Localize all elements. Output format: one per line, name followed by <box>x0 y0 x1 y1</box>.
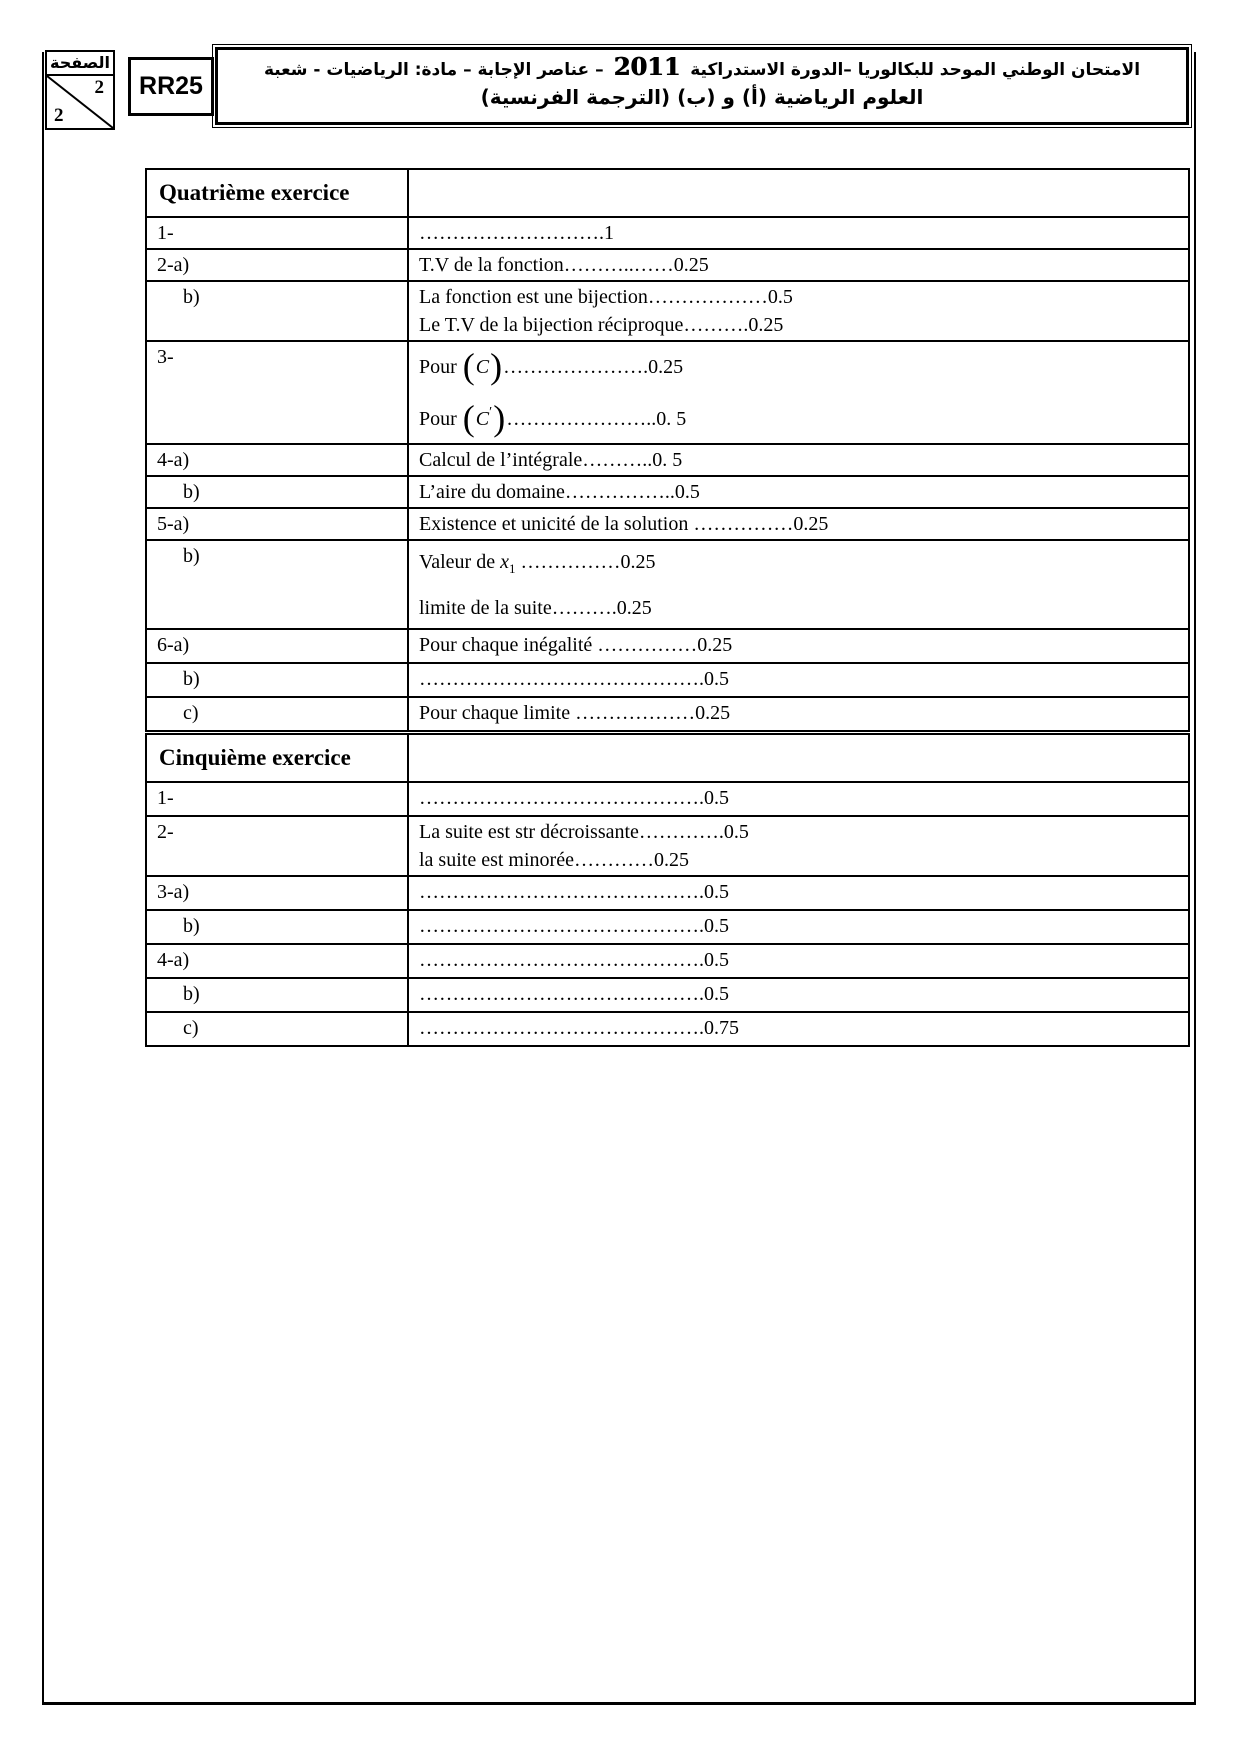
row-text: …………………………………….0.5 <box>419 949 729 971</box>
row-label: 4-a) <box>145 443 409 477</box>
table-row: 1- …………………………………….0.5 <box>145 781 1190 817</box>
row-label: b) <box>145 539 409 630</box>
row-text: …………………………………….0.5 <box>419 881 729 903</box>
prime-mark: ′ <box>489 405 493 420</box>
math-symbol: C <box>475 356 490 378</box>
page-number-grid: 2 2 <box>47 76 113 128</box>
table-title-empty-cell <box>407 733 1190 783</box>
table-row: 4-a) Calcul de l’intégrale………..0. 5 <box>145 443 1190 477</box>
row-text: Pour chaque limite ………………0.25 <box>419 702 731 724</box>
exam-header-line2: العلوم الرياضية (أ) و (ب) (الترجمة الفرن… <box>480 85 924 109</box>
table-row: b) L’aire du domaine……………..0.5 <box>145 475 1190 509</box>
row-text: L’aire du domaine……………..0.5 <box>419 481 700 503</box>
page-total: 2 <box>54 105 64 126</box>
row-label: b) <box>145 977 409 1013</box>
page-number-title: الصفحة <box>47 52 113 76</box>
table-row: 6-a) Pour chaque inégalité ……………0.25 <box>145 628 1190 664</box>
row-label: b) <box>145 280 409 342</box>
row-formula-text: Valeur de x1 ……………0.25 <box>419 551 656 576</box>
table-row: b) …………………………………….0.5 <box>145 662 1190 698</box>
row-label: b) <box>145 475 409 509</box>
table-exercice-4: Quatrième exercice 1- ……………………….1 2-a) T… <box>145 168 1190 732</box>
row-label: 1- <box>145 781 409 817</box>
row-text: …………………………………….0.5 <box>419 668 729 690</box>
page-border-frame <box>42 52 1196 1705</box>
row-label: 5-a) <box>145 507 409 541</box>
row-formula-text: Pour (C′)…………………..0. 5 <box>419 398 687 438</box>
diagonal-line <box>47 76 113 128</box>
header-text-right: الامتحان الوطني الموحد للبكالوريا –الدور… <box>690 60 1141 80</box>
row-label: 2- <box>145 815 409 877</box>
row-label: 2-a) <box>145 248 409 282</box>
row-text: Le T.V de la bijection réciproque……….0.2… <box>419 314 784 336</box>
table-row: 2-a) T.V de la fonction………..……0.25 <box>145 248 1190 282</box>
page-number-box: الصفحة 2 2 <box>45 50 115 130</box>
header-year: 2011 <box>613 52 681 81</box>
table-row: b) …………………………………….0.5 <box>145 977 1190 1013</box>
table-row: 3- Pour (C)………………….0.25 Pour (C′)…………………… <box>145 340 1190 445</box>
table-row: 3-a) …………………………………….0.5 <box>145 875 1190 911</box>
row-label: 3-a) <box>145 875 409 911</box>
left-paren: ( <box>462 398 475 438</box>
row-text: la suite est minorée…………0.25 <box>419 849 689 871</box>
table-row: c) Pour chaque limite ………………0.25 <box>145 696 1190 732</box>
exam-code: RR25 <box>139 72 203 100</box>
row-label: 1- <box>145 216 409 250</box>
table-row: b) La fonction est une bijection………………0.… <box>145 280 1190 342</box>
table-row: b) Valeur de x1 ……………0.25 limite de la s… <box>145 539 1190 630</box>
row-formula-text: Pour (C)………………….0.25 <box>419 346 684 386</box>
row-text: Calcul de l’intégrale………..0. 5 <box>419 449 683 471</box>
table-title: Cinquième exercice <box>145 733 409 783</box>
exam-header-box: الامتحان الوطني الموحد للبكالوريا –الدور… <box>212 44 1192 128</box>
table-row: 4-a) …………………………………….0.5 <box>145 943 1190 979</box>
table-row: 1- ……………………….1 <box>145 216 1190 250</box>
row-text: limite de la suite……….0.25 <box>419 597 652 619</box>
table-row: 2- La suite est str décroissante………….0.5… <box>145 815 1190 877</box>
row-text: La suite est str décroissante………….0.5 <box>419 821 749 843</box>
row-text: …………………………………….0.5 <box>419 983 729 1005</box>
row-text: ……………………….1 <box>419 222 614 244</box>
right-paren: ) <box>493 398 506 438</box>
row-text: Pour chaque inégalité ……………0.25 <box>419 634 733 656</box>
math-symbol: C <box>475 408 490 430</box>
row-text: …………………………………….0.5 <box>419 915 729 937</box>
row-label: 4-a) <box>145 943 409 979</box>
row-text: …………………………………….0.5 <box>419 787 729 809</box>
row-text: La fonction est une bijection………………0.5 <box>419 286 793 308</box>
table-header-row: Cinquième exercice <box>145 733 1190 783</box>
left-paren: ( <box>462 346 475 386</box>
row-label: b) <box>145 662 409 698</box>
table-header-row: Quatrième exercice <box>145 168 1190 218</box>
subscript: 1 <box>508 561 516 576</box>
row-label: c) <box>145 1011 409 1047</box>
page-current: 2 <box>94 77 105 98</box>
row-label: 6-a) <box>145 628 409 664</box>
table-row: b) …………………………………….0.5 <box>145 909 1190 945</box>
table-exercice-5: Cinquième exercice 1- …………………………………….0.5… <box>145 733 1190 1047</box>
row-label: 3- <box>145 340 409 445</box>
row-text: T.V de la fonction………..……0.25 <box>419 254 709 276</box>
table-title: Quatrième exercice <box>145 168 409 218</box>
header-text-left: – عناصر الإجابة – مادة: الرياضيات - شعبة <box>263 60 604 80</box>
row-label: c) <box>145 696 409 732</box>
math-symbol: x <box>500 551 509 573</box>
exam-header-line1: الامتحان الوطني الموحد للبكالوريا –الدور… <box>226 52 1178 85</box>
table-row: c) …………………………………….0.75 <box>145 1011 1190 1047</box>
table-row: 5-a) Existence et unicité de la solution… <box>145 507 1190 541</box>
row-label: b) <box>145 909 409 945</box>
row-text: Existence et unicité de la solution …………… <box>419 513 829 535</box>
row-text: …………………………………….0.75 <box>419 1017 739 1039</box>
exam-code-box: RR25 <box>128 57 214 116</box>
right-paren: ) <box>490 346 503 386</box>
table-title-empty-cell <box>407 168 1190 218</box>
